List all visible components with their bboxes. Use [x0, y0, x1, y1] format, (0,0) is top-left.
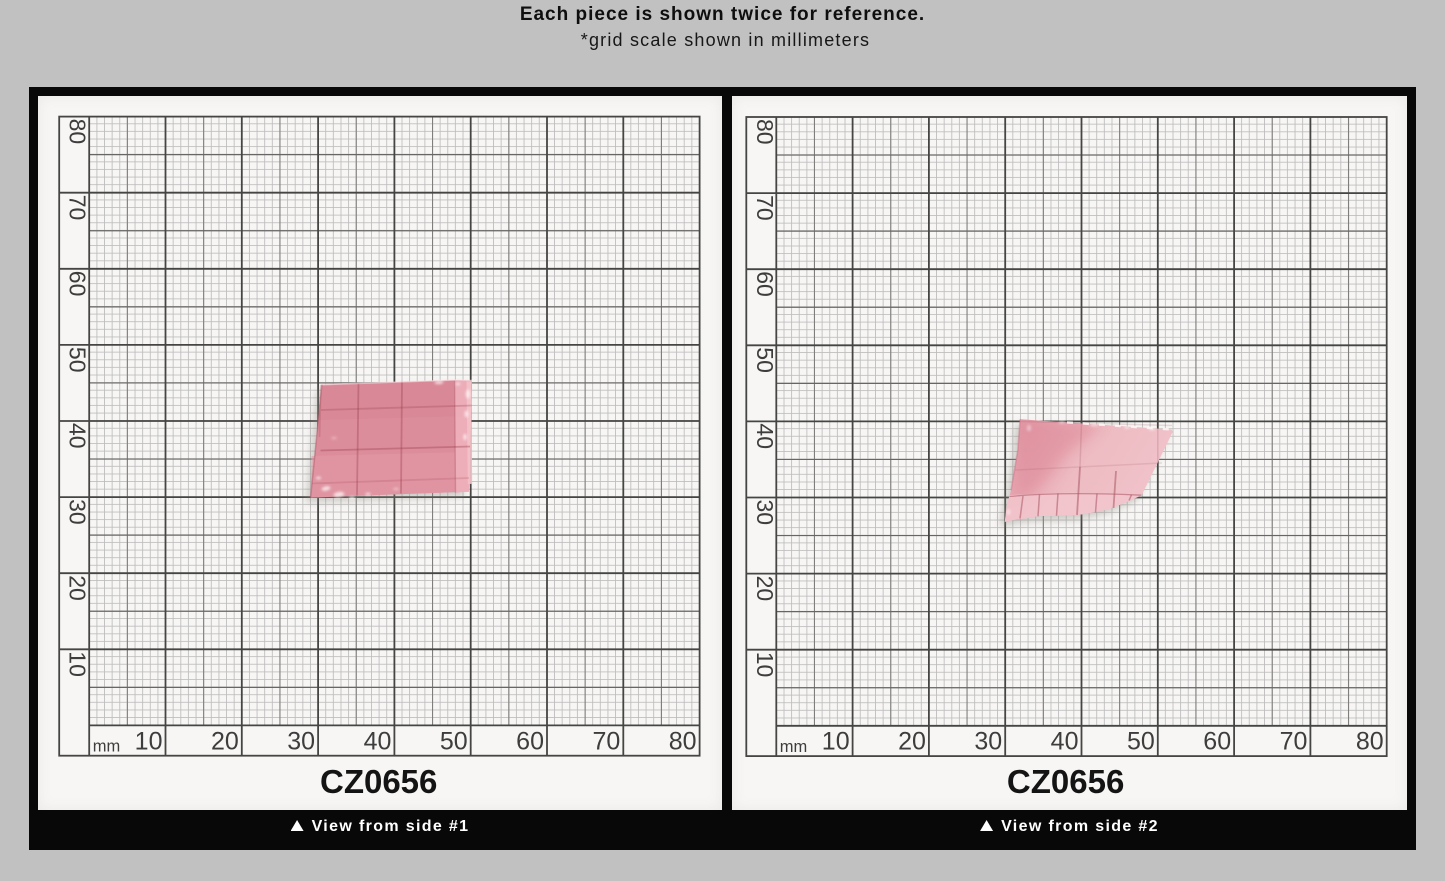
svg-text:CZ0656: CZ0656 [1007, 763, 1124, 800]
svg-text:20: 20 [752, 576, 778, 602]
svg-text:70: 70 [1280, 728, 1308, 756]
svg-text:60: 60 [1203, 728, 1231, 756]
svg-text:50: 50 [65, 347, 91, 373]
svg-text:60: 60 [752, 271, 778, 297]
svg-text:30: 30 [65, 499, 91, 525]
svg-text:40: 40 [364, 727, 392, 755]
svg-text:40: 40 [1051, 728, 1079, 756]
svg-text:10: 10 [752, 652, 778, 678]
svg-text:10: 10 [65, 651, 91, 677]
svg-text:80: 80 [65, 119, 91, 145]
svg-text:60: 60 [65, 271, 91, 297]
svg-text:CZ0656: CZ0656 [320, 763, 437, 800]
svg-text:30: 30 [287, 727, 315, 755]
svg-text:10: 10 [135, 727, 163, 755]
svg-text:10: 10 [822, 728, 850, 756]
svg-text:20: 20 [65, 575, 91, 601]
svg-text:30: 30 [752, 500, 778, 526]
svg-text:50: 50 [752, 347, 778, 373]
svg-text:70: 70 [65, 195, 91, 221]
svg-text:70: 70 [752, 195, 778, 221]
svg-text:30: 30 [974, 728, 1002, 756]
svg-text:20: 20 [898, 728, 926, 756]
svg-text:60: 60 [516, 727, 544, 755]
svg-text:80: 80 [1356, 728, 1384, 756]
svg-text:80: 80 [752, 119, 778, 145]
svg-text:70: 70 [592, 727, 620, 755]
svg-text:20: 20 [211, 727, 239, 755]
svg-text:50: 50 [440, 727, 468, 755]
svg-text:50: 50 [1127, 728, 1155, 756]
svg-text:40: 40 [65, 423, 91, 449]
svg-text:mm: mm [780, 738, 808, 756]
svg-text:40: 40 [752, 423, 778, 449]
svg-text:80: 80 [669, 727, 697, 755]
svg-text:mm: mm [93, 738, 121, 756]
